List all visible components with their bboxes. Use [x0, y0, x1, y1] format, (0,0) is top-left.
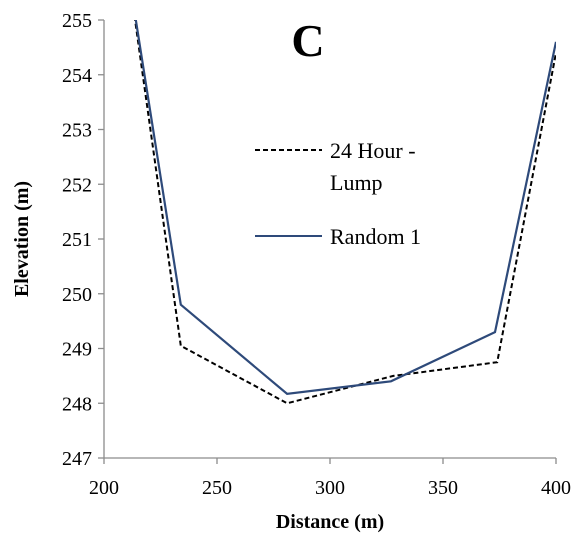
- y-tick-label: 254: [62, 65, 92, 87]
- y-tick-label: 253: [62, 120, 92, 142]
- y-tick-label: 255: [62, 10, 92, 32]
- y-tick-label: 248: [62, 393, 92, 415]
- series-layer: [134, 20, 556, 405]
- x-tick-label: 250: [202, 477, 232, 499]
- y-tick-label: 252: [62, 174, 92, 196]
- series-line-random-1: [134, 20, 556, 396]
- legend-label: 24 Hour -: [330, 138, 416, 163]
- y-tick-label: 250: [62, 284, 92, 306]
- series-line-24-hour-lump: [134, 20, 556, 405]
- x-axis-title: Distance (m): [276, 511, 384, 533]
- y-tick-label: 247: [62, 448, 92, 470]
- y-tick-label: 251: [62, 229, 92, 251]
- y-tick-label: 249: [62, 339, 92, 361]
- x-tick-label: 300: [315, 477, 345, 499]
- legend: 24 Hour - Lump Random 1: [255, 138, 421, 249]
- y-axis-title: Elevation (m): [11, 181, 33, 297]
- x-tick-label: 350: [428, 477, 458, 499]
- legend-label: Random 1: [330, 224, 421, 249]
- panel-label: C: [291, 15, 324, 66]
- legend-label: Lump: [330, 170, 383, 195]
- x-tick-label: 200: [89, 477, 119, 499]
- labels: 247 248 249 250 251 252 253 254 255 200 250 300 350 4…: [11, 10, 571, 533]
- x-tick-label: 400: [541, 477, 571, 499]
- axes: [98, 19, 557, 464]
